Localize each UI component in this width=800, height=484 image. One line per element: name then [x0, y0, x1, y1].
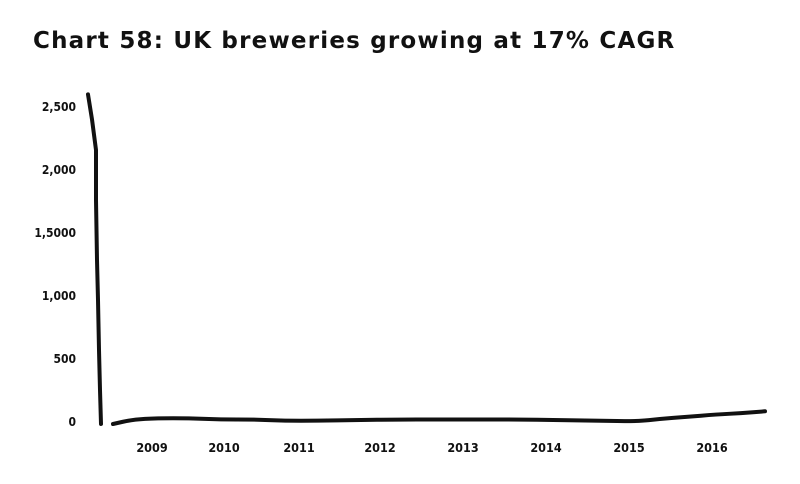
x-tick-label: 2016: [696, 440, 727, 455]
y-tick-label: 1,000: [42, 289, 76, 303]
x-tick-label: 2009: [136, 440, 167, 455]
x-tick-label: 2013: [447, 440, 478, 455]
x-tick-label: 2012: [364, 440, 395, 455]
y-tick-label: 2,000: [42, 163, 76, 177]
chart-title: Chart 58: UK breweries growing at 17% CA…: [33, 28, 676, 54]
x-axis-ticks: 2009 2010 2011 2012 2013 2014 2015 2016: [136, 440, 727, 455]
y-axis-line: [86, 92, 103, 426]
y-axis-ticks: 2,500 2,000 1,5000 1,000 500 0: [34, 100, 76, 429]
y-tick-label: 1,5000: [34, 226, 76, 240]
x-tick-label: 2011: [283, 440, 314, 455]
y-tick-label: 500: [53, 352, 76, 366]
y-tick-label: 0: [68, 415, 76, 429]
x-tick-label: 2014: [530, 440, 561, 455]
x-tick-label: 2010: [208, 440, 239, 455]
x-tick-label: 2015: [613, 440, 644, 455]
y-tick-label: 2,500: [42, 100, 76, 114]
series-line: [111, 409, 767, 426]
